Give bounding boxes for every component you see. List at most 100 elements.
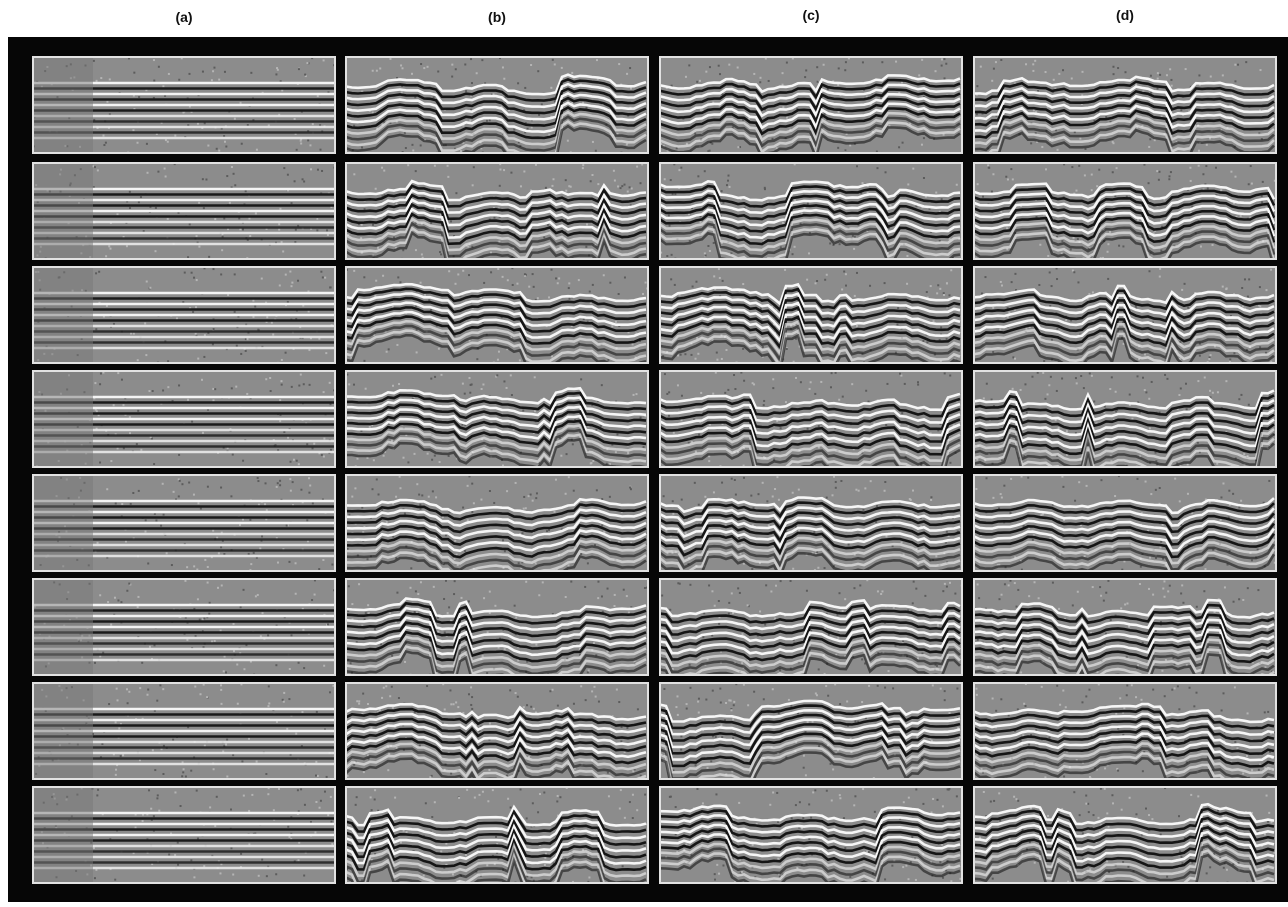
speckle (1059, 553, 1061, 555)
speckle (154, 769, 156, 771)
speckle (1091, 174, 1093, 176)
speckle (826, 274, 828, 276)
speckle (1267, 647, 1269, 649)
speckle (807, 428, 809, 430)
speckle (853, 248, 855, 250)
speckle (187, 399, 189, 401)
speckle (992, 307, 994, 309)
speckle (539, 793, 541, 795)
speckle (1077, 238, 1079, 240)
speckle (770, 590, 772, 592)
speckle (208, 256, 210, 258)
speckle (986, 383, 988, 385)
speckle (597, 597, 599, 599)
speckle (700, 221, 702, 223)
speckle (586, 107, 588, 109)
speckle (721, 190, 723, 192)
speckle (266, 875, 268, 877)
speckle (632, 817, 634, 819)
speckle (1226, 869, 1228, 871)
speckle (617, 185, 619, 187)
speckle (907, 183, 909, 185)
speckle (849, 144, 851, 146)
speckle (763, 698, 765, 700)
speckle (214, 218, 216, 220)
speckle (990, 801, 992, 803)
speckle (430, 309, 432, 311)
speckle (695, 451, 697, 453)
speckle (381, 167, 383, 169)
speckle (949, 462, 951, 464)
speckle (200, 508, 202, 510)
speckle (261, 278, 263, 280)
speckle (1190, 794, 1192, 796)
speckle (845, 285, 847, 287)
speckle (303, 181, 305, 183)
left-fade (33, 475, 93, 571)
speckle (181, 483, 183, 485)
speckle (855, 489, 857, 491)
speckle (615, 321, 617, 323)
speckle (306, 62, 308, 64)
radargram-panel (660, 475, 962, 580)
speckle (126, 688, 128, 690)
speckle (1047, 815, 1049, 817)
speckle (642, 293, 644, 295)
speckle (416, 483, 418, 485)
speckle (730, 709, 732, 711)
speckle (718, 873, 720, 875)
speckle (248, 553, 250, 555)
speckle (714, 879, 716, 881)
speckle (510, 806, 512, 808)
speckle (218, 79, 220, 81)
speckle (206, 696, 208, 698)
speckle (447, 165, 449, 167)
speckle (1001, 459, 1003, 461)
speckle (324, 277, 326, 279)
speckle (188, 482, 190, 484)
speckle (437, 617, 439, 619)
speckle (704, 252, 706, 254)
speckle (670, 796, 672, 798)
speckle (471, 708, 473, 710)
speckle (905, 865, 907, 867)
speckle (1057, 149, 1059, 151)
speckle (991, 191, 993, 193)
speckle (470, 686, 472, 688)
speckle (1148, 588, 1150, 590)
speckle (374, 628, 376, 630)
speckle (1157, 88, 1159, 90)
speckle (1166, 74, 1168, 76)
speckle (1115, 391, 1117, 393)
speckle (287, 437, 289, 439)
speckle (290, 490, 292, 492)
speckle (948, 294, 950, 296)
speckle (976, 85, 978, 87)
speckle (1097, 817, 1099, 819)
speckle (854, 795, 856, 797)
speckle (898, 146, 900, 148)
speckle (1193, 705, 1195, 707)
speckle (835, 481, 837, 483)
speckle (250, 72, 252, 74)
speckle (993, 68, 995, 70)
speckle (1247, 587, 1249, 589)
speckle (431, 459, 433, 461)
speckle (941, 198, 943, 200)
speckle (782, 222, 784, 224)
speckle (854, 295, 856, 297)
speckle (519, 359, 521, 361)
speckle (102, 135, 104, 137)
speckle (824, 567, 826, 569)
speckle (226, 175, 228, 177)
speckle (431, 551, 433, 553)
speckle (542, 581, 544, 583)
speckle (557, 705, 559, 707)
speckle (381, 697, 383, 699)
speckle (1168, 178, 1170, 180)
speckle (1058, 73, 1060, 75)
speckle (714, 605, 716, 607)
speckle (818, 668, 820, 670)
speckle (721, 358, 723, 360)
speckle (298, 842, 300, 844)
